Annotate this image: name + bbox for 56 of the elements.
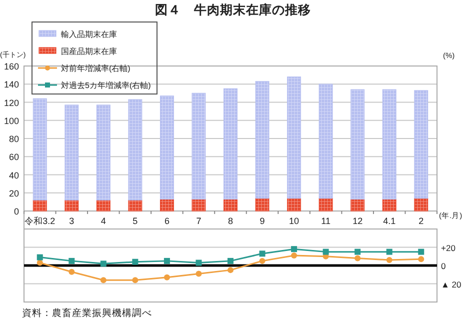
- point: [291, 246, 298, 252]
- point: [196, 270, 202, 277]
- y-tick-label: 0: [14, 206, 19, 216]
- y-tick-label: 120: [4, 98, 19, 108]
- point: [100, 277, 106, 284]
- point: [228, 258, 234, 264]
- point: [228, 267, 234, 274]
- point: [386, 248, 392, 255]
- y-tick-label: 160: [4, 62, 19, 72]
- point: [36, 254, 43, 260]
- x-tick-label: 7: [196, 216, 202, 226]
- x-tick-label: 9: [260, 216, 265, 226]
- point: [259, 250, 266, 257]
- y-tick-label: 20: [8, 188, 19, 198]
- point: [386, 257, 392, 264]
- x-tick-label: 6: [164, 216, 170, 226]
- x-tick-label: 10: [289, 216, 300, 226]
- x-tick-label: 4.1: [383, 216, 396, 226]
- point: [68, 268, 75, 275]
- x-tick-label: 4: [100, 216, 106, 226]
- point: [36, 260, 43, 266]
- point: [259, 258, 266, 264]
- x-tick-label: 12: [352, 216, 363, 226]
- x-tick-label: 令和3.2: [24, 216, 56, 226]
- y-tick-label: 60: [8, 152, 19, 162]
- point: [418, 248, 424, 255]
- point: [196, 260, 202, 266]
- point: [354, 255, 361, 262]
- legend-label: 対前年増減率(右軸): [61, 64, 131, 73]
- y-tick-label: ▲ 20: [441, 279, 462, 290]
- legend-label: 輸入品期末在庫: [61, 30, 117, 39]
- y-tick-label: 0: [441, 261, 446, 271]
- legend-label: 国産品期末在庫: [61, 47, 117, 56]
- point: [132, 258, 138, 265]
- point: [322, 248, 329, 255]
- point: [164, 274, 170, 280]
- point: [100, 260, 106, 267]
- point: [164, 258, 170, 264]
- chart-title: 図４ 牛肉期末在庫の推移: [155, 2, 311, 17]
- x-tick-label: 3: [69, 216, 74, 226]
- x-tick-label: 5: [132, 216, 138, 226]
- point: [291, 252, 298, 258]
- x-tick-label: 11: [321, 216, 330, 226]
- legend-label: 対過去5カ年増減率(右軸): [61, 81, 152, 90]
- text: 資料：農畜産業振興機構調べ: [22, 307, 152, 319]
- y-tick-label: 80: [8, 134, 19, 144]
- x-tick-label: 8: [228, 216, 234, 226]
- y-tick-label: 100: [4, 116, 19, 126]
- point: [418, 256, 424, 262]
- point: [354, 248, 361, 255]
- x-tick-label: 2: [418, 216, 424, 226]
- y-tick-label: 40: [8, 170, 19, 180]
- point: [132, 277, 138, 284]
- y-tick-label: +20: [441, 242, 456, 253]
- y-tick-label: 140: [4, 80, 19, 90]
- point: [68, 258, 75, 264]
